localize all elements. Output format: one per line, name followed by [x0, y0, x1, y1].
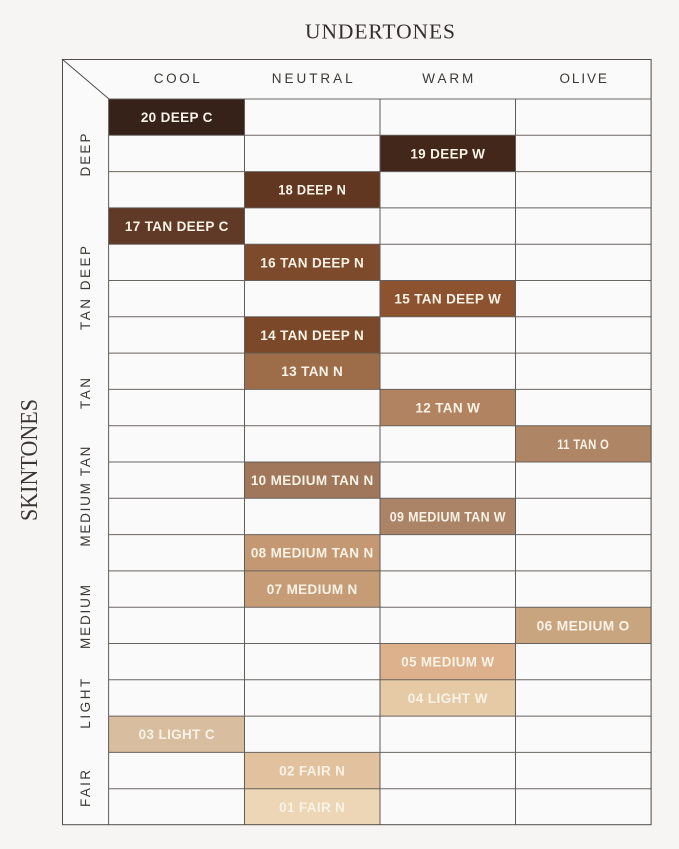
svg-text:MEDIUM TAN: MEDIUM TAN: [78, 447, 93, 547]
svg-text:06 MEDIUM O: 06 MEDIUM O: [537, 618, 630, 633]
svg-text:04 LIGHT W: 04 LIGHT W: [408, 691, 488, 706]
svg-text:14 TAN DEEP N: 14 TAN DEEP N: [260, 328, 364, 343]
svg-text:10 MEDIUM TAN N: 10 MEDIUM TAN N: [251, 473, 374, 488]
svg-text:18 DEEP N: 18 DEEP N: [278, 183, 346, 198]
svg-text:FAIR: FAIR: [78, 770, 93, 807]
svg-text:07 MEDIUM N: 07 MEDIUM N: [267, 582, 358, 597]
svg-text:TAN: TAN: [78, 378, 93, 409]
svg-text:17 TAN DEEP C: 17 TAN DEEP C: [125, 219, 229, 234]
svg-text:TAN DEEP: TAN DEEP: [78, 246, 93, 330]
svg-text:12 TAN W: 12 TAN W: [415, 401, 480, 416]
svg-text:UNDERTONES: UNDERTONES: [305, 20, 455, 44]
svg-text:09 MEDIUM TAN W: 09 MEDIUM TAN W: [390, 509, 506, 524]
svg-text:MEDIUM: MEDIUM: [78, 585, 93, 649]
svg-text:13 TAN N: 13 TAN N: [281, 364, 343, 379]
svg-text:16 TAN DEEP N: 16 TAN DEEP N: [260, 255, 364, 270]
svg-text:19 DEEP W: 19 DEEP W: [410, 147, 485, 162]
svg-text:NEUTRAL: NEUTRAL: [272, 71, 353, 86]
svg-text:11 TAN O: 11 TAN O: [557, 437, 609, 452]
svg-text:20 DEEP C: 20 DEEP C: [141, 110, 213, 125]
svg-text:02 FAIR N: 02 FAIR N: [279, 764, 345, 779]
svg-text:08 MEDIUM TAN N: 08 MEDIUM TAN N: [251, 546, 374, 561]
svg-text:OLIVE: OLIVE: [559, 71, 607, 86]
svg-text:SKINTONES: SKINTONES: [17, 399, 43, 521]
svg-text:01 FAIR N: 01 FAIR N: [279, 800, 345, 815]
svg-text:05 MEDIUM W: 05 MEDIUM W: [401, 655, 494, 670]
svg-text:15 TAN DEEP W: 15 TAN DEEP W: [394, 292, 501, 307]
svg-text:03 LIGHT C: 03 LIGHT C: [139, 727, 215, 742]
svg-text:LIGHT: LIGHT: [78, 679, 93, 729]
